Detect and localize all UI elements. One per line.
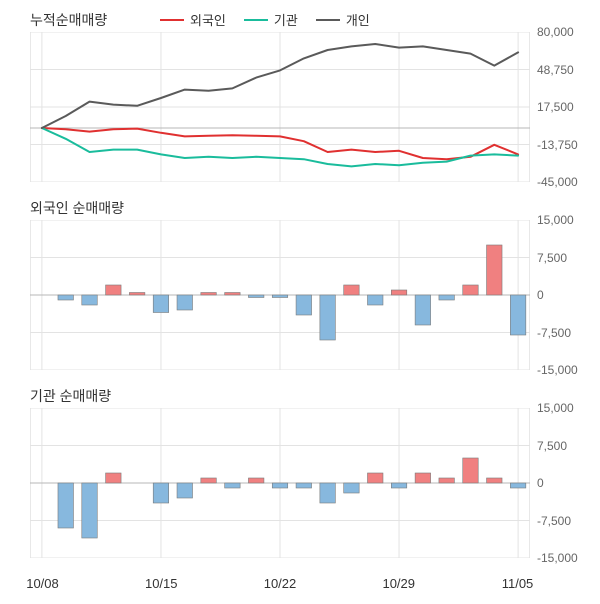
panel3-svg xyxy=(30,408,530,558)
xlabel: 10/08 xyxy=(26,576,59,591)
panel2-ylabels: 15,000 7,500 0 -7,500 -15,000 xyxy=(537,220,592,370)
x-axis-labels: 10/08 10/15 10/22 10/29 11/05 xyxy=(30,576,530,596)
panel-institution: 기관 순매매량 xyxy=(30,386,530,558)
panel-foreigner: 외국인 순매매량 xyxy=(30,198,530,370)
legend-line-foreigner xyxy=(160,19,184,21)
ylabel: -7,500 xyxy=(537,327,592,339)
ylabel: 15,000 xyxy=(537,402,592,414)
panel1-svg xyxy=(30,32,530,182)
panel2-svg xyxy=(30,220,530,370)
ylabel: -13,750 xyxy=(537,139,592,151)
ylabel: 17,500 xyxy=(537,101,592,113)
ylabel: 48,750 xyxy=(537,64,592,76)
xlabel: 10/29 xyxy=(382,576,415,591)
ylabel: 7,500 xyxy=(537,252,592,264)
panel1-legend: 외국인 기관 개인 xyxy=(160,10,370,29)
legend-label-institution: 기관 xyxy=(274,10,298,29)
panel1-ylabels: 80,000 48,750 17,500 -13,750 -45,000 xyxy=(537,32,592,182)
xlabel: 10/22 xyxy=(264,576,297,591)
ylabel: 7,500 xyxy=(537,440,592,452)
ylabel: -15,000 xyxy=(537,364,592,376)
panel1-title: 누적순매매량 xyxy=(30,10,107,30)
ylabel: 0 xyxy=(537,289,592,301)
legend-foreigner: 외국인 xyxy=(160,10,226,29)
legend-label-individual: 개인 xyxy=(346,10,370,29)
chart-container: 누적순매매량 외국인 기관 개인 80,000 48,750 17,500 -1… xyxy=(0,0,600,604)
legend-label-foreigner: 외국인 xyxy=(190,10,226,29)
ylabel: -15,000 xyxy=(537,552,592,564)
legend-line-institution xyxy=(244,19,268,21)
ylabel: -7,500 xyxy=(537,515,592,527)
legend-line-individual xyxy=(316,19,340,21)
panel2-title: 외국인 순매매량 xyxy=(30,198,124,218)
panel3-ylabels: 15,000 7,500 0 -7,500 -15,000 xyxy=(537,408,592,558)
legend-institution: 기관 xyxy=(244,10,298,29)
ylabel: 0 xyxy=(537,477,592,489)
xlabel: 10/15 xyxy=(145,576,178,591)
ylabel: -45,000 xyxy=(537,176,592,188)
ylabel: 80,000 xyxy=(537,26,592,38)
xlabel: 11/05 xyxy=(502,576,534,591)
ylabel: 15,000 xyxy=(537,214,592,226)
panel-cumulative: 누적순매매량 외국인 기관 개인 xyxy=(30,10,530,182)
legend-individual: 개인 xyxy=(316,10,370,29)
panel3-title: 기관 순매매량 xyxy=(30,386,111,406)
